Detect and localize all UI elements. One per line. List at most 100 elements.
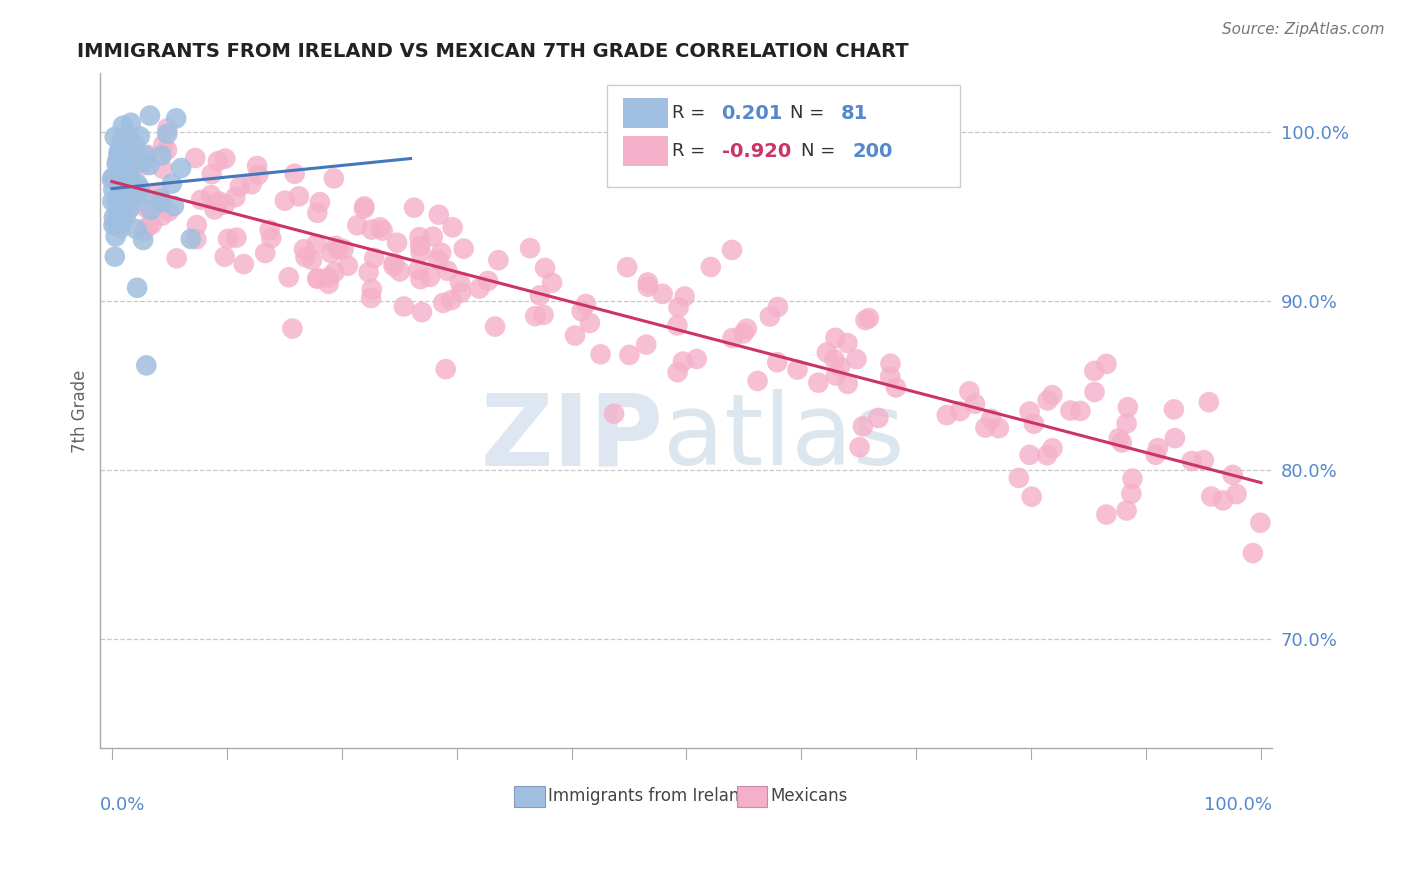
Point	[224, 190, 246, 204]
Point	[135, 149, 157, 163]
Point	[103, 182, 125, 196]
Point	[575, 297, 598, 311]
Point	[721, 331, 744, 345]
Point	[288, 189, 311, 203]
Point	[1192, 453, 1215, 467]
Point	[103, 211, 125, 225]
Point	[1083, 384, 1105, 399]
Point	[1144, 448, 1167, 462]
Point	[441, 220, 464, 235]
Point	[1069, 404, 1091, 418]
Point	[111, 119, 134, 133]
Point	[700, 260, 723, 274]
Point	[190, 193, 212, 207]
Y-axis label: 7th Grade: 7th Grade	[72, 369, 89, 452]
Point	[246, 159, 269, 173]
Point	[987, 421, 1010, 435]
Point	[980, 412, 1002, 426]
Point	[200, 188, 222, 202]
Point	[721, 243, 744, 257]
Point	[336, 259, 359, 273]
Point	[353, 202, 375, 216]
FancyBboxPatch shape	[607, 85, 959, 186]
Point	[128, 129, 150, 144]
Point	[105, 153, 128, 168]
Point	[110, 217, 132, 231]
Point	[125, 222, 148, 236]
Point	[1212, 493, 1234, 508]
Point	[422, 229, 444, 244]
Point	[214, 152, 236, 166]
Point	[325, 239, 347, 253]
Point	[166, 252, 188, 266]
Point	[486, 253, 509, 268]
Point	[1115, 417, 1137, 431]
Point	[163, 199, 186, 213]
Point	[115, 179, 138, 194]
Point	[1040, 388, 1063, 402]
Point	[115, 161, 138, 175]
Point	[132, 158, 155, 172]
Point	[879, 369, 901, 384]
Text: Immigrants from Ireland: Immigrants from Ireland	[548, 788, 749, 805]
Point	[673, 289, 696, 303]
Point	[686, 351, 709, 366]
Point	[1095, 508, 1118, 522]
Point	[138, 219, 160, 233]
Point	[114, 201, 136, 215]
Point	[453, 242, 475, 256]
Point	[637, 276, 659, 290]
Point	[254, 246, 277, 260]
Point	[292, 242, 315, 256]
Point	[1095, 357, 1118, 371]
Point	[157, 204, 180, 219]
Point	[127, 156, 149, 170]
Point	[534, 260, 557, 275]
Point	[214, 250, 236, 264]
Point	[666, 365, 689, 379]
Point	[824, 331, 846, 345]
Point	[807, 376, 830, 390]
Point	[132, 225, 155, 239]
Point	[305, 237, 328, 252]
Point	[217, 232, 239, 246]
Point	[110, 192, 132, 206]
Point	[1021, 490, 1043, 504]
Point	[120, 116, 142, 130]
Text: IMMIGRANTS FROM IRELAND VS MEXICAN 7TH GRADE CORRELATION CHART: IMMIGRANTS FROM IRELAND VS MEXICAN 7TH G…	[77, 42, 908, 61]
Point	[1249, 516, 1271, 530]
Point	[115, 164, 138, 178]
Point	[150, 194, 173, 209]
Point	[1115, 503, 1137, 517]
Point	[1198, 395, 1220, 409]
Point	[141, 217, 163, 231]
Point	[135, 359, 157, 373]
Point	[118, 167, 141, 181]
Point	[368, 220, 391, 235]
Point	[402, 201, 425, 215]
Point	[823, 352, 845, 367]
Point	[949, 404, 972, 418]
Point	[323, 265, 346, 279]
Point	[371, 224, 394, 238]
Point	[879, 357, 901, 371]
Point	[136, 148, 159, 162]
Point	[636, 337, 658, 351]
Point	[114, 210, 136, 224]
Point	[564, 328, 586, 343]
Point	[240, 178, 263, 192]
Point	[346, 219, 368, 233]
Point	[114, 187, 136, 202]
Point	[852, 419, 875, 434]
Point	[1059, 403, 1081, 417]
Point	[385, 235, 408, 250]
Point	[115, 156, 138, 170]
Point	[259, 223, 281, 237]
Point	[104, 171, 127, 186]
Point	[524, 309, 547, 323]
Point	[104, 216, 127, 230]
Point	[127, 177, 149, 191]
Point	[124, 182, 146, 196]
Point	[115, 172, 138, 186]
Point	[149, 191, 172, 205]
